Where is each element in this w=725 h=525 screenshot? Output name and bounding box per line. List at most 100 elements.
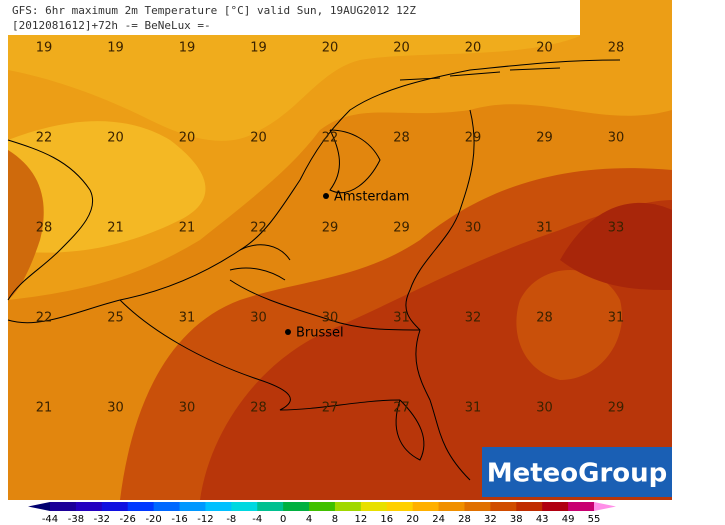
colorbar-cell (231, 502, 258, 511)
islands (399, 67, 561, 81)
colorbar-cell (542, 502, 569, 511)
border-be (119, 279, 421, 411)
colorbar-tick-label: 0 (280, 514, 286, 525)
colorbar-cell (309, 502, 336, 511)
header-subtitle: [2012081612]+72h -= BeNeLux =- (12, 19, 211, 32)
colorbar-cell (75, 502, 103, 511)
colorbar-tick-label: -38 (68, 514, 84, 525)
grid-value: 30 (107, 401, 124, 416)
colorbar-cell (127, 502, 155, 511)
colorbar-cell (412, 502, 440, 511)
colorbar-cell (153, 502, 181, 511)
grid-value: 30 (465, 221, 482, 236)
grid-value: 20 (465, 41, 482, 56)
city-dot (323, 193, 329, 199)
grid-value: 21 (179, 221, 196, 236)
grid-value: 29 (322, 221, 339, 236)
border-lu (395, 399, 425, 461)
grid-value: 28 (608, 41, 625, 56)
colorbar-cell (360, 502, 388, 511)
grid-value: 19 (36, 41, 53, 56)
grid-value: 30 (608, 131, 625, 146)
colorbar-tick-label: -44 (42, 514, 58, 525)
colorbar-cell (386, 502, 414, 511)
grid-value: 21 (107, 221, 124, 236)
grid-value: 20 (536, 41, 553, 56)
colorbar-cell (438, 502, 465, 511)
grid-value: 31 (179, 311, 196, 326)
mild-zone (8, 0, 580, 141)
grid-value: 28 (36, 221, 53, 236)
grid-value: 29 (536, 131, 553, 146)
logo-box (482, 447, 672, 497)
grid-value: 33 (608, 221, 625, 236)
coast-zone (8, 150, 44, 300)
header-box (8, 0, 580, 35)
grid-value: 31 (536, 221, 553, 236)
colorbar-cell (568, 502, 595, 511)
grid-value: 31 (608, 311, 625, 326)
grid-value: 29 (393, 221, 410, 236)
colorbar-cell (490, 502, 517, 511)
grid-value: 28 (250, 401, 267, 416)
grid-value: 27 (393, 401, 410, 416)
colorbar-tick-label: 20 (406, 514, 419, 525)
logo-text: MeteoGroup (487, 459, 668, 489)
delta (229, 244, 291, 281)
colorbar-tick-label: 16 (380, 514, 393, 525)
grid-value: 22 (36, 311, 53, 326)
grid-value: 22 (36, 131, 53, 146)
colorbar-cell (283, 502, 310, 511)
grid-value: 25 (107, 311, 124, 326)
colorbar-cell (179, 502, 206, 511)
grid-value: 29 (608, 401, 625, 416)
colorbar-tick-label: -20 (145, 514, 161, 525)
colorbar-tick-label: 49 (562, 514, 575, 525)
colorbar-cell (464, 502, 491, 511)
border-de (405, 109, 475, 481)
colorbar-tick-label: 28 (458, 514, 471, 525)
colorbar-cell (205, 502, 232, 511)
city-dot (285, 329, 291, 335)
grid-value: 28 (536, 311, 553, 326)
peak-zone (560, 202, 672, 290)
grid-value: 31 (465, 401, 482, 416)
colorbar-tick-label: -32 (94, 514, 110, 525)
grid-value: 19 (250, 41, 267, 56)
grid-value: 20 (322, 41, 339, 56)
colorbar-tick-label: 55 (588, 514, 601, 525)
colorbar-tick-label: -4 (252, 514, 262, 525)
local-zone (516, 270, 622, 380)
city-label: Amsterdam (334, 190, 409, 205)
grid-value: 22 (322, 131, 339, 146)
colorbar-cell (50, 502, 77, 511)
grid-value: 20 (107, 131, 124, 146)
city-label: Brussel (296, 326, 344, 341)
colorbar-arrow (28, 502, 50, 511)
cool-zone (8, 121, 206, 253)
grid-value: 20 (250, 131, 267, 146)
grid-value: 30 (250, 311, 267, 326)
grid-value: 31 (393, 311, 410, 326)
grid-value: 30 (179, 401, 196, 416)
colorbar-tick-label: 8 (332, 514, 338, 525)
colorbar-tick-label: 12 (354, 514, 367, 525)
grid-value: 30 (536, 401, 553, 416)
colorbar-tick-label: 24 (432, 514, 445, 525)
colorbar-tick-label: 32 (484, 514, 497, 525)
grid-value: 30 (322, 311, 339, 326)
colorbar-arrow (594, 502, 616, 511)
colorbar-tick-label: 38 (510, 514, 523, 525)
header-title: GFS: 6hr maximum 2m Temperature [°C] val… (12, 4, 416, 17)
grid-value: 19 (179, 41, 196, 56)
grid-value: 22 (250, 221, 267, 236)
colorbar-cell (334, 502, 362, 511)
grid-value: 20 (179, 131, 196, 146)
grid-value: 19 (107, 41, 124, 56)
colorbar-cell (257, 502, 284, 511)
grid-value: 29 (465, 131, 482, 146)
grid-value: 20 (393, 41, 410, 56)
ijsselmeer (329, 129, 381, 194)
grid-value: 28 (393, 131, 410, 146)
